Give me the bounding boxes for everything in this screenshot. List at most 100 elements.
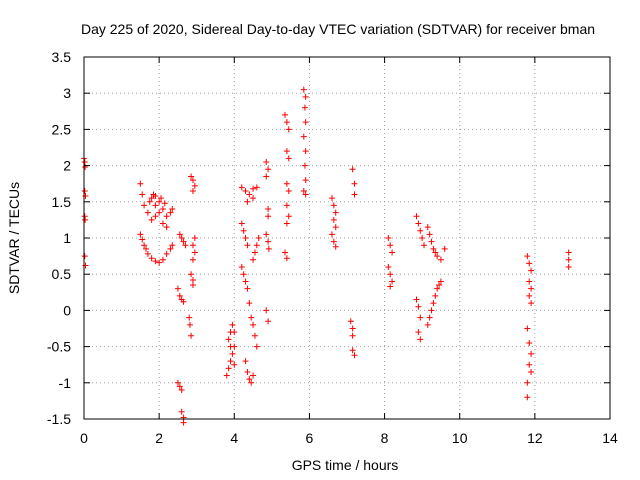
- data-point: [430, 300, 437, 307]
- data-point: [282, 249, 289, 256]
- data-point: [428, 307, 435, 314]
- data-point: [263, 173, 270, 180]
- data-point: [434, 253, 441, 260]
- x-tick-label: 0: [80, 430, 88, 446]
- y-tick-label: 1: [63, 230, 71, 246]
- data-point: [81, 253, 88, 260]
- data-point: [387, 283, 394, 290]
- x-tick-label: 12: [527, 430, 543, 446]
- data-point: [283, 180, 290, 187]
- data-point: [231, 329, 238, 336]
- data-point: [244, 368, 251, 375]
- data-point: [180, 419, 187, 426]
- data-point: [81, 158, 88, 165]
- data-point: [148, 195, 155, 202]
- chart-title: Day 225 of 2020, Sidereal Day-to-day VTE…: [81, 21, 595, 37]
- data-point: [265, 318, 272, 325]
- data-point: [265, 245, 272, 252]
- data-point: [437, 278, 444, 285]
- data-point: [158, 195, 165, 202]
- data-point: [246, 376, 253, 383]
- data-point: [524, 394, 531, 401]
- data-point: [263, 158, 270, 165]
- data-point: [424, 321, 431, 328]
- data-point: [426, 231, 433, 238]
- data-point: [189, 256, 196, 263]
- data-point: [176, 292, 183, 299]
- data-point: [159, 256, 166, 263]
- data-point: [528, 285, 535, 292]
- data-point: [227, 358, 234, 365]
- data-point: [242, 187, 249, 194]
- data-point: [415, 303, 422, 310]
- data-point: [328, 195, 335, 202]
- data-point: [432, 292, 439, 299]
- data-point: [141, 242, 148, 249]
- data-point: [144, 250, 151, 257]
- data-point: [565, 249, 572, 256]
- data-point: [415, 220, 422, 227]
- data-point: [159, 206, 166, 213]
- data-point: [417, 314, 424, 321]
- data-point: [152, 258, 159, 265]
- data-point: [387, 271, 394, 278]
- data-point: [250, 321, 257, 328]
- data-point: [189, 187, 196, 194]
- data-point: [244, 285, 251, 292]
- y-tick-label: 2.5: [52, 121, 72, 137]
- x-tick-label: 8: [381, 430, 389, 446]
- data-point: [250, 185, 257, 192]
- data-point: [191, 182, 198, 189]
- data-point: [419, 235, 426, 241]
- data-point: [283, 148, 290, 155]
- data-point: [385, 263, 392, 270]
- y-tick-label: -1: [59, 375, 72, 391]
- data-point: [263, 307, 270, 314]
- data-point: [301, 104, 308, 111]
- data-point: [332, 224, 339, 231]
- data-points: [81, 86, 572, 426]
- data-point: [524, 379, 531, 386]
- data-point: [148, 255, 155, 262]
- data-point: [159, 220, 166, 227]
- data-point: [191, 249, 198, 256]
- data-point: [148, 216, 155, 223]
- data-point: [253, 343, 260, 350]
- data-point: [417, 336, 424, 343]
- data-point: [139, 236, 146, 243]
- x-tick-label: 2: [155, 430, 163, 446]
- data-point: [285, 126, 292, 133]
- data-point: [300, 187, 307, 194]
- x-axis-ticks: 0 2 4 6 8 10 12 14: [80, 57, 618, 446]
- data-point: [242, 358, 249, 365]
- data-point: [188, 271, 195, 278]
- y-tick-label: 2: [63, 158, 71, 174]
- data-point: [413, 213, 420, 220]
- data-point: [332, 209, 339, 216]
- data-point: [387, 242, 394, 249]
- data-point: [238, 220, 245, 227]
- data-point: [137, 231, 144, 238]
- data-point: [227, 343, 234, 350]
- data-point: [225, 336, 232, 343]
- data-point: [180, 298, 187, 305]
- data-point: [430, 245, 437, 252]
- y-tick-label: -0.5: [47, 339, 71, 355]
- data-point: [349, 347, 356, 354]
- data-point: [152, 202, 159, 209]
- data-point: [223, 372, 230, 379]
- data-point: [189, 276, 196, 283]
- data-point: [526, 292, 533, 299]
- data-point: [328, 231, 335, 238]
- data-point: [349, 166, 356, 173]
- data-point: [300, 86, 307, 93]
- x-tick-label: 10: [452, 430, 468, 446]
- data-point: [250, 256, 257, 263]
- data-point: [389, 249, 396, 256]
- data-point: [349, 332, 356, 339]
- data-point: [441, 245, 448, 252]
- data-point: [169, 242, 176, 249]
- data-point: [436, 282, 443, 289]
- data-point: [265, 166, 272, 173]
